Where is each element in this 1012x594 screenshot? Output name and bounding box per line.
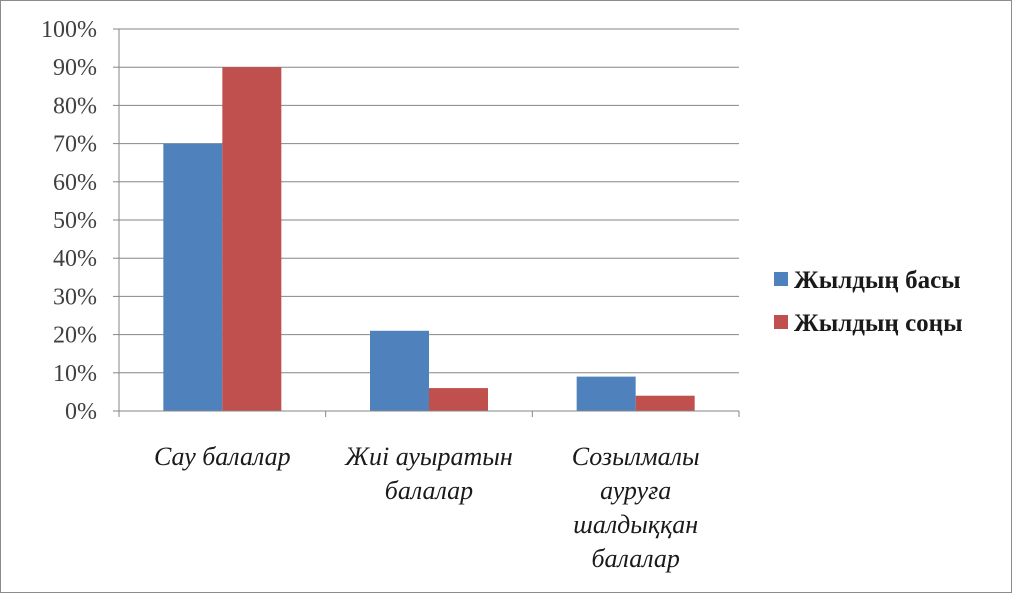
- category-label: балалар: [591, 544, 679, 573]
- bar-end-2: [635, 395, 695, 411]
- y-tick-label: 50%: [53, 208, 97, 234]
- category-label: ауруға: [600, 476, 671, 505]
- y-tick-label: 60%: [53, 170, 97, 196]
- y-tick-label: 100%: [41, 17, 97, 43]
- y-tick-label: 10%: [53, 361, 97, 387]
- legend-swatch: [774, 272, 788, 286]
- x-axis: [118, 29, 740, 417]
- bar-start-1: [370, 330, 429, 411]
- y-tick-label: 30%: [53, 284, 97, 310]
- category-label: Сау балалар: [154, 442, 291, 471]
- y-tick-label: 90%: [53, 55, 97, 81]
- y-tick-label: 40%: [53, 246, 97, 272]
- x-axis-category-labels: Сау балалар Жиі ауыратын балалар Созылмалы а…: [154, 442, 700, 573]
- legend-swatch: [774, 315, 788, 329]
- legend-label: Жылдың басы: [794, 267, 961, 294]
- category-label: балалар: [385, 476, 473, 505]
- y-axis-tick-labels: 0% 10% 20% 30% 40% 50% 60% 70% 80% 90% 100%: [41, 17, 97, 425]
- y-tick-label: 70%: [53, 132, 97, 158]
- bar-start-0: [163, 143, 223, 411]
- y-tick-label: 20%: [53, 323, 97, 349]
- bar-end-0: [222, 67, 282, 411]
- bar-start-2: [576, 376, 636, 411]
- bar-end-1: [429, 388, 488, 411]
- legend-label: Жылдың соңы: [794, 310, 963, 337]
- bars: [163, 67, 695, 411]
- category-label: шалдыққан: [573, 510, 698, 539]
- y-tick-label: 0%: [65, 399, 97, 425]
- y-tick-label: 80%: [53, 93, 97, 119]
- legend: Жылдың басы Жылдың соңы: [774, 267, 963, 337]
- category-label: Жиі ауыратын: [344, 442, 513, 471]
- category-label: Созылмалы: [572, 442, 700, 471]
